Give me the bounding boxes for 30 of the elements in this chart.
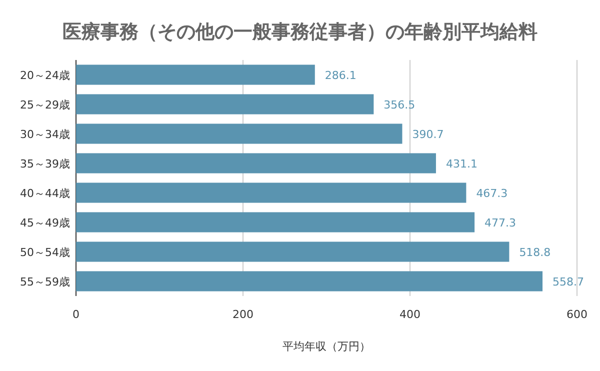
data-label: 431.1: [446, 157, 478, 170]
data-label: 558.7: [552, 275, 584, 288]
x-tick-label: 400: [400, 308, 420, 321]
bar: [76, 153, 436, 174]
y-tick-label: 20～24歳: [20, 68, 70, 82]
bar: [76, 64, 315, 85]
data-label: 467.3: [476, 186, 508, 200]
bar: [76, 124, 402, 144]
data-label: 356.5: [384, 98, 416, 112]
bar: [76, 182, 466, 203]
y-tick-label: 35～39歳: [20, 157, 70, 170]
y-tick-label: 45～49歳: [20, 216, 70, 230]
data-label: 477.3: [484, 216, 516, 230]
y-tick-label: 40～44歳: [20, 186, 70, 200]
bar: [76, 271, 543, 292]
data-label: 286.1: [324, 68, 356, 82]
x-tick-label: 200: [232, 308, 254, 321]
x-tick-label: 600: [566, 308, 588, 321]
y-tick-label: 25～29歳: [20, 98, 70, 112]
bar: [76, 212, 475, 232]
y-tick-label: 55～59歳: [20, 275, 70, 288]
data-label: 518.8: [519, 246, 551, 259]
x-tick-label: 0: [72, 308, 80, 321]
bar: [76, 94, 374, 114]
chart-title: 医療事務（その他の一般事務従事者）の年齢別平均給料: [62, 21, 538, 43]
y-tick-label: 30～34歳: [20, 128, 70, 141]
bar: [76, 242, 510, 262]
data-label: 390.7: [412, 128, 444, 141]
x-axis-title: 平均年収（万円）: [282, 340, 370, 353]
y-tick-label: 50～54歳: [20, 246, 70, 259]
